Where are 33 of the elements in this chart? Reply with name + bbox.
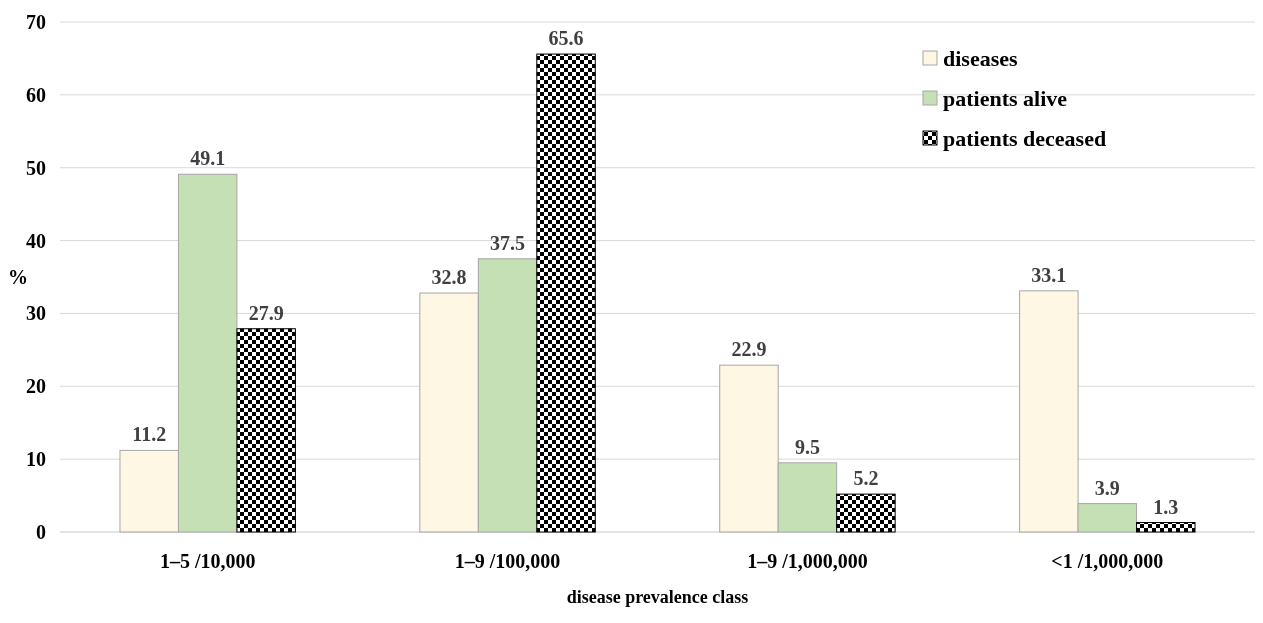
y-tick-label: 60 <box>26 83 46 106</box>
data-label: 5.2 <box>853 467 879 490</box>
data-label: 11.2 <box>132 423 167 446</box>
data-label: 1.3 <box>1153 495 1179 518</box>
bar <box>836 493 896 533</box>
data-label: 32.8 <box>431 266 467 289</box>
y-tick-label: 40 <box>26 229 46 252</box>
x-axis-title: disease prevalence class <box>566 587 749 607</box>
data-label: 49.1 <box>190 147 226 170</box>
y-tick-label: 30 <box>26 302 46 325</box>
data-label: 27.9 <box>248 301 284 324</box>
bar <box>536 53 596 533</box>
y-axis-title: % <box>8 266 28 288</box>
y-tick-label: 50 <box>26 156 46 179</box>
data-label: 33.1 <box>1031 263 1067 286</box>
y-tick-label: 20 <box>26 375 46 398</box>
x-tick-label: <1 /1,000,000 <box>1051 550 1164 572</box>
x-tick-label: 1–5 /10,000 <box>159 550 256 572</box>
y-tick-label: 0 <box>36 521 46 543</box>
bar <box>236 328 296 533</box>
data-label: 22.9 <box>731 338 767 361</box>
y-tick-label: 70 <box>26 11 46 33</box>
x-tick-label: 1–9 /100,000 <box>454 550 561 572</box>
data-label: 37.5 <box>490 231 526 254</box>
legend-label: patients deceased <box>943 125 1107 151</box>
bar <box>1136 522 1196 533</box>
x-tick-label: 1–9 /1,000,000 <box>747 550 868 572</box>
data-label: 65.6 <box>548 27 584 50</box>
legend-label: patients alive <box>943 85 1068 111</box>
data-label: 3.9 <box>1094 476 1120 499</box>
y-tick-label: 10 <box>26 448 46 471</box>
legend-label: diseases <box>943 45 1018 71</box>
data-label: 9.5 <box>794 435 820 458</box>
